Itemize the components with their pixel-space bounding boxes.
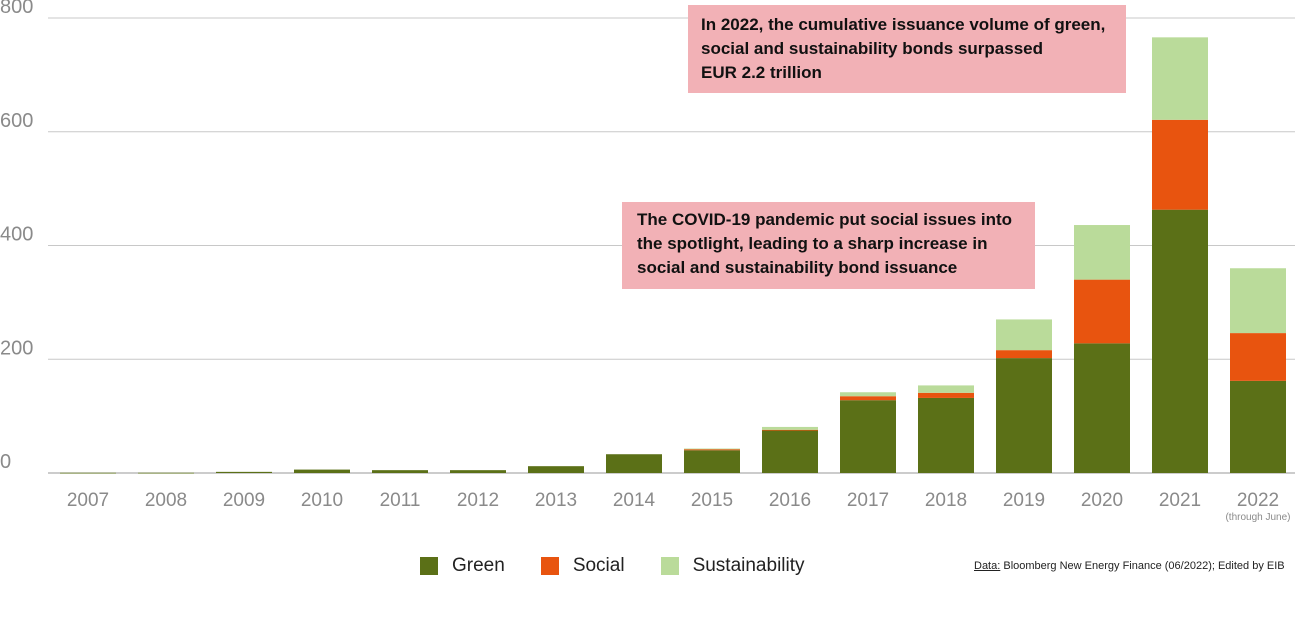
x-tick-label: 2011	[380, 490, 421, 511]
legend-swatch-sustainability	[660, 557, 679, 575]
x-tick-label: 2016	[769, 490, 811, 511]
bar-green-2017	[840, 400, 896, 473]
bar-sustainability-2020	[1074, 225, 1130, 280]
legend-label: Sustainability	[692, 555, 805, 576]
bars	[60, 37, 1286, 474]
x-tick-label: 2010	[301, 490, 343, 511]
legend-item-sustainability: Sustainability	[660, 555, 805, 577]
legend: Green Social Sustainability	[420, 555, 841, 577]
source-note: Data: Bloomberg New Energy Finance (06/2…	[974, 560, 1285, 572]
x-tick-label: 2015	[691, 490, 733, 511]
annotation-line: the spotlight, leading to a sharp increa…	[637, 234, 988, 253]
bar-sustainability-2019	[996, 319, 1052, 351]
annotation-line: In 2022, the cumulative issuance volume …	[701, 15, 1106, 34]
legend-label: Social	[572, 555, 625, 576]
bar-sustainability-2021	[1152, 37, 1208, 120]
legend-item-green: Green	[420, 555, 505, 577]
bar-green-2015	[684, 450, 740, 473]
x-tick-label: 2018	[925, 490, 967, 511]
x-tick-label: 2020	[1081, 490, 1123, 511]
legend-swatch-social	[540, 557, 559, 575]
bar-green-2018	[918, 397, 974, 473]
bar-green-2012	[450, 470, 506, 473]
source-text: Bloomberg New Energy Finance (06/2022); …	[1000, 560, 1285, 572]
annotation-line: EUR 2.2 trillion	[701, 63, 822, 82]
source-label: Data:	[974, 560, 1001, 572]
bar-social-2016	[762, 429, 818, 431]
x-tick-label: 2019	[1003, 490, 1045, 511]
bar-sustainability-2016	[762, 426, 818, 430]
x-tick-label: 2017	[847, 490, 889, 511]
x-axis-ticks: 2007 2008 2009 2010 2011 2012 2013 2014 2015 2016…	[67, 490, 1291, 523]
annotation-line: social and sustainability bond issuance	[637, 258, 958, 277]
x-tick-label: 2021	[1159, 490, 1201, 511]
bar-sustainability-2022	[1230, 268, 1286, 334]
y-tick-label: 800	[0, 0, 33, 18]
bar-social-2020	[1074, 279, 1130, 344]
annotation-line: The COVID-19 pandemic put social issues …	[637, 210, 1013, 229]
bar-green-2016	[762, 430, 818, 473]
bar-green-2022	[1230, 380, 1286, 473]
x-tick-label: 2007	[67, 490, 109, 511]
bar-green-2013	[528, 466, 584, 473]
annotation-cumulative-volume: In 2022, the cumulative issuance volume …	[688, 5, 1126, 93]
x-tick-note: (through June)	[1225, 512, 1290, 523]
bar-green-2021	[1152, 209, 1208, 473]
x-tick-label: 2013	[535, 490, 577, 511]
bar-green-2020	[1074, 343, 1130, 473]
x-tick-label: 2008	[145, 490, 187, 511]
y-tick-label: 200	[0, 337, 33, 359]
bar-green-2011	[372, 470, 428, 473]
bar-green-2008	[138, 472, 194, 474]
bar-social-2021	[1152, 119, 1208, 210]
bar-sustainability-2018	[918, 385, 974, 393]
annotation-covid: The COVID-19 pandemic put social issues …	[622, 202, 1035, 289]
bar-social-2015	[684, 449, 740, 451]
bar-sustainability-2017	[840, 392, 896, 397]
x-tick-label: 2012	[457, 490, 499, 511]
annotation-line: social and sustainability bonds surpasse…	[701, 39, 1043, 58]
bar-sustainability-2015	[684, 448, 740, 450]
bar-green-2014	[606, 454, 662, 473]
y-tick-label: 600	[0, 110, 33, 132]
y-axis-ticks: 0 200 400 600 800	[0, 0, 33, 473]
bar-social-2022	[1230, 333, 1286, 381]
bar-green-2010	[294, 469, 350, 473]
legend-item-social: Social	[540, 555, 625, 577]
bar-green-2009	[216, 471, 272, 473]
bar-green-2019	[996, 358, 1052, 473]
bar-social-2017	[840, 396, 896, 401]
bar-social-2018	[918, 392, 974, 398]
y-tick-label: 0	[0, 451, 11, 473]
bar-green-2007	[60, 472, 116, 474]
bar-social-2019	[996, 350, 1052, 359]
x-tick-label: 2009	[223, 490, 265, 511]
x-tick-label: 2022	[1237, 490, 1279, 511]
x-tick-label: 2014	[613, 490, 656, 511]
legend-swatch-green	[420, 557, 438, 575]
y-tick-label: 400	[0, 224, 33, 246]
legend-label: Green	[452, 555, 505, 576]
